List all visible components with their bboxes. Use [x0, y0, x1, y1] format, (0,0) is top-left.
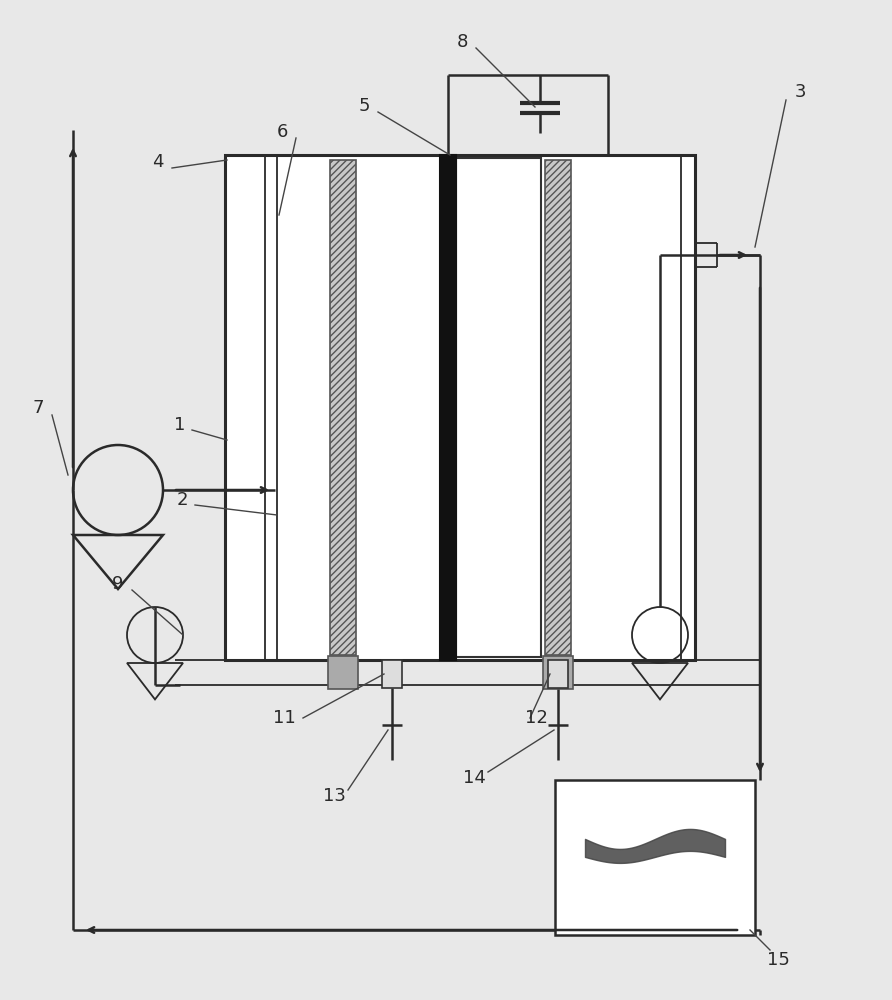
Text: 2: 2 [177, 491, 187, 509]
Bar [328, 656, 358, 689]
Text: 1: 1 [174, 416, 186, 434]
Text: 13: 13 [323, 787, 345, 805]
Text: 12: 12 [524, 709, 548, 727]
Text: 11: 11 [273, 709, 295, 727]
Bar [225, 155, 695, 660]
Bar [545, 160, 571, 655]
Text: 6: 6 [277, 123, 288, 141]
Text: 15: 15 [766, 951, 789, 969]
Text: 7: 7 [32, 399, 44, 417]
Text: 5: 5 [359, 97, 370, 115]
Text: 14: 14 [463, 769, 485, 787]
Bar [548, 660, 568, 688]
Bar [543, 656, 573, 689]
Bar [440, 155, 456, 660]
Bar [382, 660, 402, 688]
Bar [330, 160, 356, 655]
Text: 8: 8 [457, 33, 467, 51]
Bar [456, 158, 541, 657]
Text: 4: 4 [153, 153, 164, 171]
Text: 9: 9 [112, 575, 124, 593]
Bar [555, 780, 755, 935]
Text: 3: 3 [794, 83, 805, 101]
